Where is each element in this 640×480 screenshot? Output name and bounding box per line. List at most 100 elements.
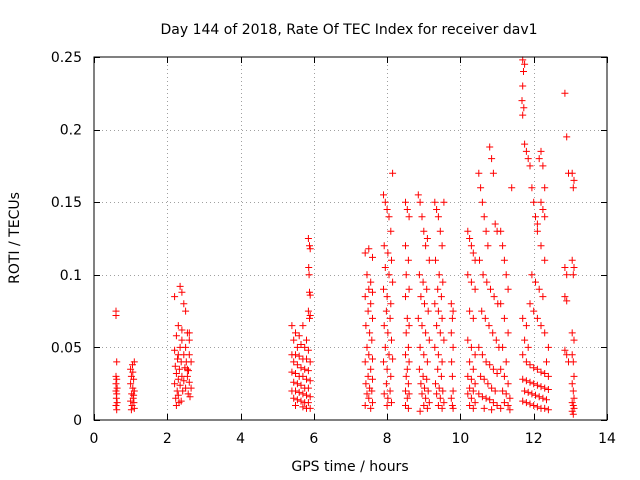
data-point <box>405 390 413 398</box>
data-point <box>518 97 526 105</box>
data-point <box>305 271 313 279</box>
data-point <box>521 336 529 344</box>
data-point <box>561 89 569 97</box>
data-point <box>539 293 547 301</box>
data-point <box>568 329 576 337</box>
data-point <box>364 372 372 380</box>
data-point <box>422 329 430 337</box>
data-point <box>417 380 425 388</box>
data-point <box>431 300 439 308</box>
data-point <box>423 404 431 412</box>
y-tick-label: 0.05 <box>51 340 82 356</box>
data-point <box>361 402 369 409</box>
data-point <box>524 155 532 163</box>
data-point <box>295 352 303 360</box>
data-point <box>478 393 486 401</box>
data-point <box>471 380 479 388</box>
x-tick-label: 14 <box>598 431 616 447</box>
data-point <box>303 336 310 344</box>
data-point <box>438 242 446 250</box>
data-point <box>369 355 376 363</box>
data-point <box>491 220 499 228</box>
data-point <box>113 406 121 414</box>
data-point <box>113 399 121 407</box>
data-point <box>541 184 549 192</box>
data-point <box>385 213 393 221</box>
data-point <box>297 397 305 405</box>
data-point <box>532 391 539 399</box>
data-point <box>180 377 188 385</box>
data-point <box>535 393 543 401</box>
data-point <box>522 147 530 155</box>
y-axis-label: ROTI / TECUs <box>7 192 23 284</box>
data-point <box>380 191 387 199</box>
data-point <box>434 402 442 409</box>
data-point <box>488 384 496 392</box>
data-point <box>522 322 530 330</box>
data-point <box>367 404 375 412</box>
data-point <box>521 140 529 148</box>
data-point <box>402 372 410 380</box>
data-point <box>447 394 455 402</box>
data-point <box>535 285 543 293</box>
data-point <box>423 375 431 383</box>
data-point <box>433 390 441 398</box>
data-point <box>176 282 184 290</box>
data-point <box>489 329 497 337</box>
data-point <box>506 406 514 414</box>
data-point <box>382 307 390 315</box>
data-point <box>415 365 423 373</box>
data-point <box>361 358 369 366</box>
data-point <box>403 314 411 322</box>
data-point <box>537 242 545 250</box>
data-point <box>433 322 441 330</box>
data-point <box>380 285 387 293</box>
data-point <box>475 169 483 177</box>
data-point <box>508 184 516 192</box>
data-point <box>437 293 445 301</box>
data-point <box>368 336 376 344</box>
data-point <box>537 147 545 155</box>
data-point <box>415 271 423 279</box>
data-point <box>464 227 472 235</box>
data-point <box>384 394 392 402</box>
data-point <box>306 404 314 412</box>
data-point <box>174 355 181 363</box>
data-point <box>420 351 428 359</box>
data-point <box>381 343 389 351</box>
data-point <box>544 386 552 393</box>
data-point <box>438 404 446 412</box>
data-point <box>364 307 372 315</box>
data-point <box>405 322 413 330</box>
data-point <box>112 387 120 395</box>
data-point <box>524 388 532 396</box>
data-point <box>541 404 549 412</box>
data-point <box>306 393 314 401</box>
data-point <box>469 314 477 322</box>
data-point <box>361 293 369 301</box>
data-point <box>130 391 138 399</box>
data-point <box>500 372 508 380</box>
data-point <box>175 365 183 373</box>
data-point <box>431 343 439 351</box>
data-point <box>416 198 424 206</box>
data-point <box>388 256 395 264</box>
data-point <box>533 314 541 322</box>
data-point <box>367 365 375 373</box>
data-point <box>389 355 397 363</box>
data-point <box>416 407 424 415</box>
data-point <box>568 399 576 407</box>
data-point <box>563 133 571 141</box>
x-axis-label: GPS time / hours <box>291 459 408 475</box>
data-point <box>306 314 313 322</box>
data-point <box>561 293 569 301</box>
data-point <box>469 387 477 395</box>
data-point <box>383 293 391 301</box>
data-point <box>482 358 490 366</box>
data-point <box>500 399 508 407</box>
data-point <box>420 227 428 235</box>
data-point <box>403 365 411 373</box>
data-point <box>299 322 307 330</box>
data-point <box>369 399 376 407</box>
